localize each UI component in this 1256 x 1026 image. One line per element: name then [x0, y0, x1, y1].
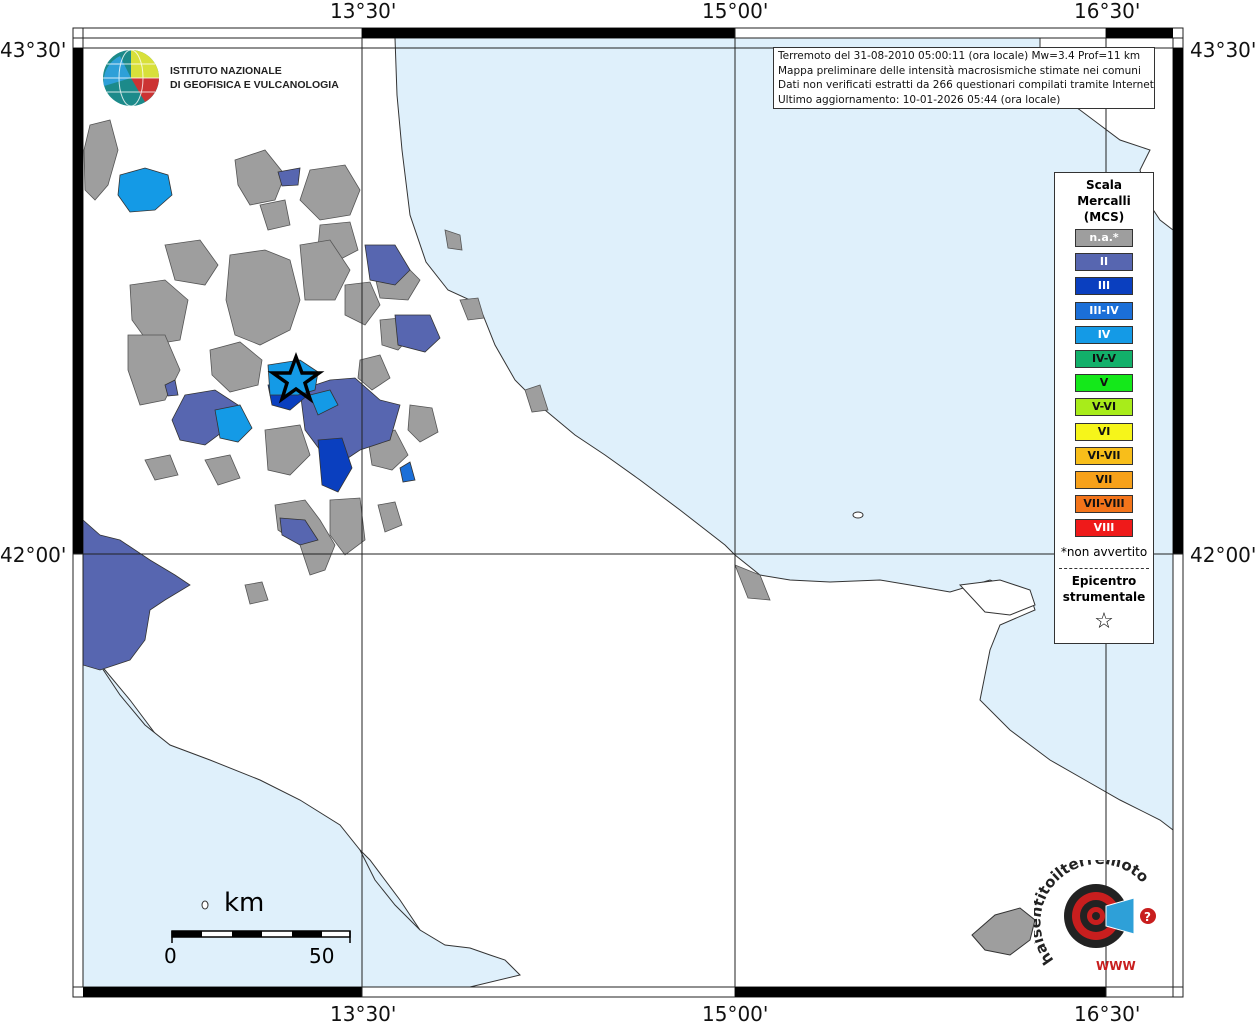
legend-note: *non avvertito: [1060, 545, 1148, 559]
island-bottom-right: [971, 907, 1036, 956]
map-frame: [72, 27, 1184, 998]
legend-star-icon: ☆: [1094, 609, 1114, 634]
scalebar: [171, 930, 351, 943]
lat-label-42-00-right: 42°00': [1190, 543, 1256, 567]
legend-swatch: III-IV: [1075, 301, 1133, 320]
lat-label-43-30-left: 43°30': [0, 38, 67, 62]
legend-swatch: V: [1075, 374, 1133, 393]
comuni-not-felt[interactable]: [83, 119, 771, 605]
legend-title: Scala Mercalli (MCS): [1077, 178, 1131, 224]
legend-swatch: VI-VII: [1075, 446, 1133, 465]
lon-label-16-30-top: 16°30': [1074, 0, 1141, 23]
epicenter-star[interactable]: [267, 352, 325, 404]
legend-swatch: II: [1075, 253, 1133, 272]
scalebar-unit: km: [224, 888, 265, 918]
event-info-box: Terremoto del 31-08-2010 05:00:11 (ora l…: [773, 47, 1155, 109]
svg-text:?: ?: [1144, 910, 1151, 924]
mcs-legend: Scala Mercalli (MCS) n.a.* II III III-IV IV I…: [1054, 172, 1154, 644]
legend-swatch: VII: [1075, 471, 1133, 489]
haisentito-logo: ? haisentitoilterremoto.it WWW: [1034, 860, 1156, 973]
tremiti-islands: [852, 511, 864, 519]
comuni-intensity-IV[interactable]: [117, 167, 339, 443]
tyrrhenian-sea: [82, 648, 521, 988]
lon-label-13-30-bottom: 13°30': [330, 1002, 397, 1026]
lon-label-15-00-bottom: 15°00': [702, 1002, 769, 1026]
legend-swatch: n.a.*: [1075, 229, 1133, 247]
event-info-line: Terremoto del 31-08-2010 05:00:11 (ora l…: [778, 50, 1141, 62]
legend-swatch: VIII: [1075, 519, 1133, 538]
legend-swatch: V-VI: [1075, 398, 1133, 417]
lat-label-43-30-right: 43°30': [1190, 38, 1256, 62]
lon-label-13-30-top: 13°30': [330, 0, 397, 23]
last-update-line: Ultimo aggiornamento: 10-01-2026 05:44 (…: [778, 93, 1061, 106]
scalebar-end: 50: [309, 944, 335, 968]
gargano-coast: [958, 579, 1036, 616]
legend-swatch: IV: [1075, 325, 1133, 344]
ponza-island: [201, 900, 209, 910]
legend-divider: [1059, 568, 1149, 569]
ingv-name: ISTITUTO NAZIONALE DI GEOFISICA E VULCAN…: [170, 65, 339, 91]
data-source-line: Dati non verificati estratti da 266 ques…: [778, 79, 1155, 91]
legend-swatch: III: [1075, 277, 1133, 296]
legend-swatch: IV-V: [1075, 350, 1133, 368]
lon-label-16-30-bottom: 16°30': [1074, 1002, 1141, 1026]
scalebar-start: 0: [164, 944, 177, 968]
legend-epicenter-label: Epicentro strumentale: [1062, 574, 1146, 604]
lat-label-42-00-left: 42°00': [0, 543, 67, 567]
map-description-line: Mappa preliminare delle intensità macros…: [778, 64, 1141, 77]
legend-swatch: VII-VIII: [1075, 495, 1133, 514]
haisentito-www: WWW: [1096, 959, 1136, 973]
legend-swatch: VI: [1075, 422, 1133, 441]
ingv-globe-logo: [103, 49, 159, 107]
comuni-intensity-III-IV[interactable]: [399, 461, 416, 483]
lon-label-15-00-top: 15°00': [702, 0, 769, 23]
